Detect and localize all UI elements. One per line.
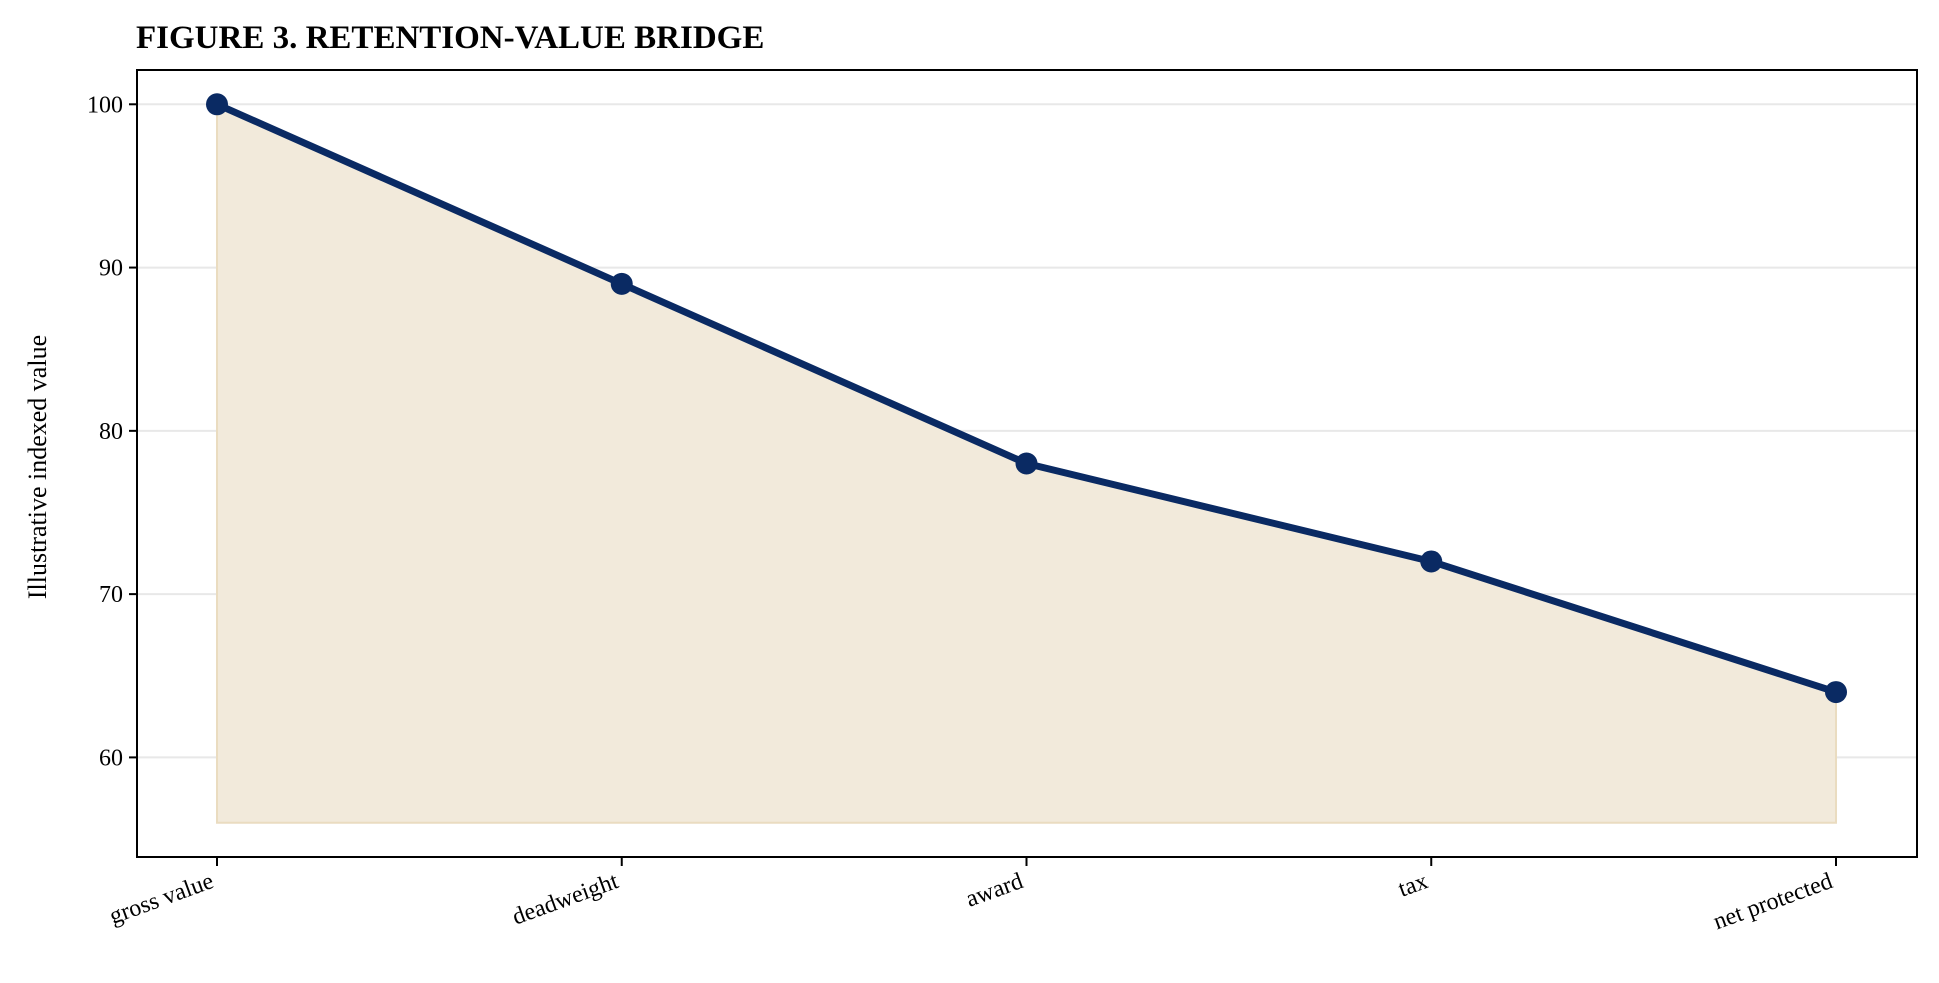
ytick-label-100: 100 xyxy=(87,92,123,118)
xtick-label-deadweight: deadweight xyxy=(509,868,622,930)
xtick-label-tax: tax xyxy=(1395,868,1431,902)
data-point-deadweight xyxy=(610,272,633,295)
y-axis-label: Illustrative indexed value xyxy=(23,335,52,599)
xtick-label-net-protected: net protected xyxy=(1710,868,1836,935)
ytick-label-80: 80 xyxy=(99,419,123,445)
x-axis-ticks: gross value deadweight award tax net protect… xyxy=(106,857,1837,935)
data-point-tax xyxy=(1420,550,1443,573)
data-point-net-protected xyxy=(1825,681,1847,704)
y-axis-ticks: 60 70 80 90 100 xyxy=(87,92,137,771)
data-points-layer xyxy=(206,93,1847,704)
data-point-award xyxy=(1015,452,1038,475)
data-point-gross-value xyxy=(206,93,228,116)
xtick-label-award: award xyxy=(963,868,1027,912)
chart-title: FIGURE 3. RETENTION-VALUE BRIDGE xyxy=(136,20,764,56)
ytick-label-90: 90 xyxy=(99,256,123,282)
ytick-label-70: 70 xyxy=(99,582,123,608)
ytick-label-60: 60 xyxy=(99,745,123,771)
xtick-label-gross-value: gross value xyxy=(106,868,217,930)
